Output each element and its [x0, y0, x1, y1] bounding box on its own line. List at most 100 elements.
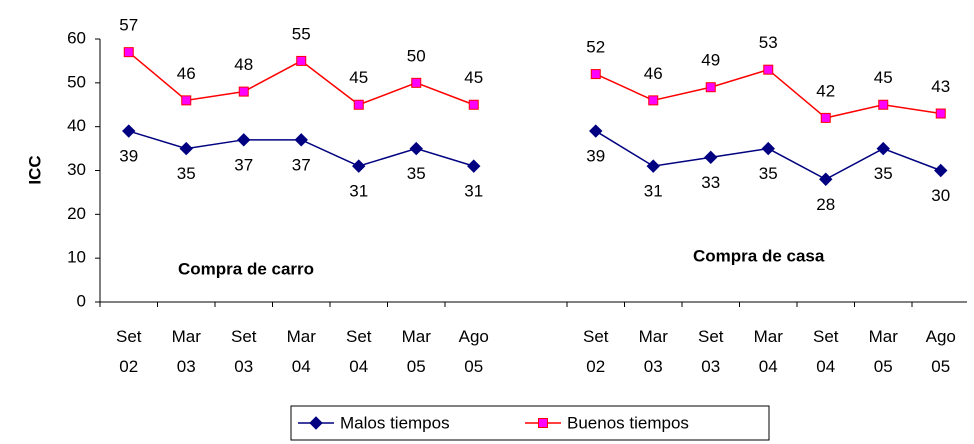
point: [353, 99, 364, 110]
x-tick-label-line: Set: [231, 327, 257, 346]
legend-marker: [538, 418, 548, 428]
legend-label: Buenos tiempos: [567, 413, 689, 432]
point: [590, 69, 601, 80]
x-tick-label-line: 04: [292, 357, 311, 376]
point: [761, 141, 775, 156]
data-label: 37: [292, 155, 311, 174]
data-label: 31: [644, 182, 663, 201]
x-tick-label-line: 03: [234, 357, 253, 376]
data-label: 43: [931, 77, 950, 96]
data-label: 45: [349, 68, 368, 87]
point: [468, 99, 479, 110]
x-tick-label: Ago 05: [926, 327, 956, 376]
x-tick-label: Mar 05: [869, 327, 899, 376]
data-label: 45: [464, 68, 483, 87]
y-tick-label: 40: [67, 116, 86, 135]
point: [819, 172, 833, 186]
data-label: 42: [816, 81, 835, 100]
point: [181, 95, 192, 106]
x-tick-label-line: Ago: [926, 327, 956, 346]
x-tick-label: Set 04: [346, 327, 372, 376]
y-tick-label: 60: [67, 28, 86, 47]
x-tick-label: Set 03: [231, 327, 257, 376]
data-label: 39: [119, 147, 138, 166]
x-tick-label-line: Set: [698, 327, 724, 346]
point: [589, 124, 603, 138]
x-tick-label: Ago 05: [459, 327, 489, 376]
data-label: 48: [234, 55, 253, 74]
y-tick-label: 50: [67, 72, 86, 91]
x-tick-label-line: 05: [931, 357, 950, 376]
y-tick-label: 30: [67, 160, 86, 179]
x-tick-label-line: Mar: [172, 327, 202, 346]
x-tick-label-line: 05: [874, 357, 893, 376]
point: [237, 133, 251, 147]
x-tick-label: Set 04: [813, 327, 839, 376]
x-tick-label-line: Ago: [459, 327, 489, 346]
point: [934, 163, 948, 178]
data-label: 52: [586, 38, 605, 57]
x-tick-label-line: Mar: [639, 327, 669, 346]
legend-label: Malos tiempos: [340, 413, 450, 432]
x-tick-label-line: 03: [644, 357, 663, 376]
point: [409, 141, 423, 156]
data-label: 57: [119, 16, 138, 35]
point: [122, 124, 136, 138]
point: [467, 159, 481, 173]
x-tick-label: Set 03: [698, 327, 724, 376]
data-label: 35: [177, 164, 196, 183]
x-tick-label-line: 04: [759, 357, 778, 376]
point: [648, 95, 659, 106]
point: [704, 150, 718, 165]
data-label: 30: [931, 186, 950, 205]
y-tick-label: 20: [67, 204, 86, 223]
y-tick-label: 0: [77, 291, 86, 310]
data-label: 39: [586, 147, 605, 166]
x-tick-label-line: 04: [349, 357, 368, 376]
data-label: 35: [407, 164, 426, 183]
point: [820, 112, 831, 123]
point: [123, 47, 134, 58]
point: [238, 86, 249, 97]
x-tick-label-line: 05: [407, 357, 426, 376]
x-tick-label-line: Mar: [402, 327, 432, 346]
point: [705, 82, 716, 93]
x-tick-label-line: Set: [346, 327, 372, 346]
annotation: Compra de carro: [178, 259, 314, 278]
point: [294, 133, 308, 147]
point: [352, 159, 366, 173]
data-label: 31: [464, 182, 483, 201]
x-tick-label-line: Mar: [287, 327, 317, 346]
x-tick-label-line: Set: [116, 327, 142, 346]
data-label: 46: [177, 64, 196, 83]
x-tick-label-line: 02: [119, 357, 138, 376]
point: [179, 141, 193, 156]
y-tick-label: 10: [67, 248, 86, 267]
point: [411, 77, 422, 88]
point: [876, 141, 890, 156]
data-label: 31: [349, 182, 368, 201]
data-label: 50: [407, 46, 426, 65]
x-tick-label: Mar 03: [172, 327, 202, 376]
point: [296, 55, 307, 66]
x-tick-label-line: Set: [813, 327, 839, 346]
point: [935, 108, 946, 119]
data-label: 37: [234, 155, 253, 174]
x-tick-label-line: 03: [177, 357, 196, 376]
point: [763, 64, 774, 75]
x-tick-label-line: 04: [816, 357, 835, 376]
x-tick-label-line: 03: [701, 357, 720, 376]
x-tick-label-line: Set: [583, 327, 609, 346]
x-tick-label: Mar 03: [639, 327, 669, 376]
annotation: Compra de casa: [693, 246, 825, 265]
data-label: 45: [874, 68, 893, 87]
x-tick-label: Mar 05: [402, 327, 432, 376]
y-axis-label: ICC: [25, 155, 44, 184]
point: [646, 159, 660, 173]
x-tick-label-line: 05: [464, 357, 483, 376]
legend-marker: [309, 416, 323, 430]
x-tick-label: Mar 04: [287, 327, 317, 376]
data-label: 55: [292, 24, 311, 43]
x-tick-label-line: Mar: [754, 327, 784, 346]
